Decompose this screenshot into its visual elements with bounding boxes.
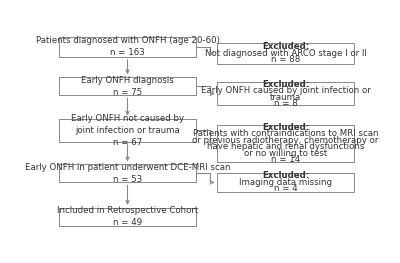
- FancyBboxPatch shape: [218, 125, 354, 162]
- FancyBboxPatch shape: [59, 164, 196, 183]
- Text: Early ONFH in patient underwent DCE-MRI scan
n = 53: Early ONFH in patient underwent DCE-MRI …: [25, 163, 230, 184]
- Text: n = 4: n = 4: [274, 184, 298, 193]
- Text: Early ONFH not caused by
joint infection or trauma
n = 67: Early ONFH not caused by joint infection…: [71, 114, 184, 146]
- Text: trauma: trauma: [270, 93, 301, 102]
- Text: Excluded:: Excluded:: [262, 171, 309, 180]
- Text: Early ONFH diagnosis
n = 75: Early ONFH diagnosis n = 75: [81, 76, 174, 97]
- FancyBboxPatch shape: [218, 173, 354, 191]
- FancyBboxPatch shape: [59, 208, 196, 226]
- FancyBboxPatch shape: [218, 43, 354, 64]
- Text: Excluded:: Excluded:: [262, 123, 309, 132]
- Text: or no willing to test: or no willing to test: [244, 149, 327, 158]
- Text: or previous radiotherapy, chemotherapy or: or previous radiotherapy, chemotherapy o…: [192, 136, 379, 145]
- Text: have hepatic and renal dysfunctions: have hepatic and renal dysfunctions: [207, 142, 364, 151]
- FancyBboxPatch shape: [59, 77, 196, 95]
- Text: Early ONFH caused by joint infection or: Early ONFH caused by joint infection or: [201, 86, 370, 95]
- Text: Patients diagnosed with ONFH (age 20-60)
n = 163: Patients diagnosed with ONFH (age 20-60)…: [36, 36, 220, 57]
- FancyBboxPatch shape: [59, 119, 196, 142]
- Text: n = 88: n = 88: [271, 55, 300, 64]
- FancyBboxPatch shape: [218, 82, 354, 105]
- Text: n = 14: n = 14: [271, 155, 300, 164]
- Text: n = 8: n = 8: [274, 99, 298, 108]
- Text: Excluded:: Excluded:: [262, 80, 309, 89]
- Text: Excluded:: Excluded:: [262, 42, 309, 51]
- Text: Included in Retrospective Cohort
n = 49: Included in Retrospective Cohort n = 49: [57, 206, 198, 227]
- Text: Not diagnosed with ARCO stage I or II: Not diagnosed with ARCO stage I or II: [205, 49, 366, 58]
- Text: Patients with contraindications to MRI scan: Patients with contraindications to MRI s…: [193, 129, 378, 138]
- FancyBboxPatch shape: [59, 37, 196, 57]
- Text: Imaging data missing: Imaging data missing: [239, 178, 332, 187]
